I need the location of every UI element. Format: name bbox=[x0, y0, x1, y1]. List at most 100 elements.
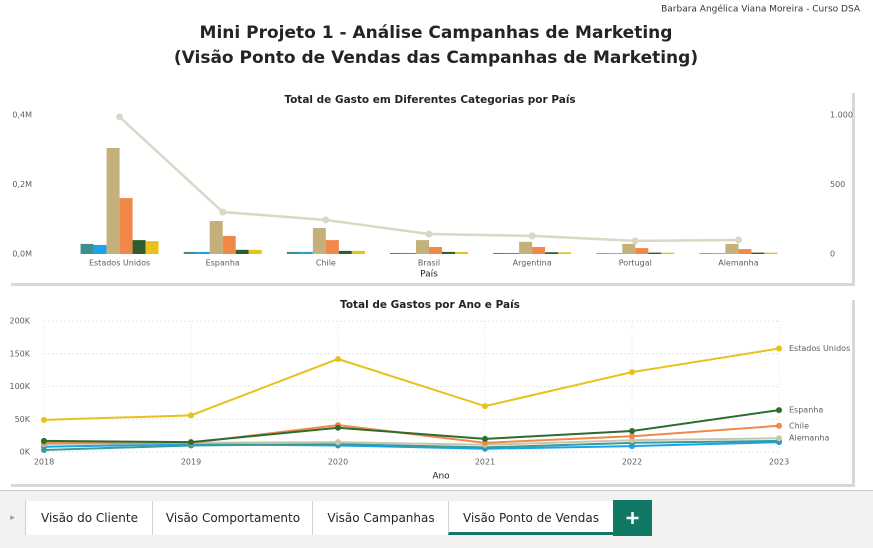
bar bbox=[429, 247, 442, 254]
bar bbox=[493, 252, 507, 254]
x-tick-label: 2021 bbox=[475, 458, 495, 467]
y2-tick-label: 1.000 bbox=[830, 111, 853, 120]
bar bbox=[390, 252, 403, 254]
point bbox=[188, 412, 194, 419]
bar bbox=[183, 251, 197, 254]
point bbox=[776, 435, 782, 442]
bar bbox=[235, 249, 249, 254]
x-tick-label: Estados Unidos bbox=[89, 259, 150, 268]
bar bbox=[119, 198, 133, 254]
tab-bar: ▸ Visão do Cliente Visão Comportamento V… bbox=[0, 490, 873, 548]
tab[interactable]: Visão Ponto de Vendas bbox=[448, 501, 613, 535]
bar bbox=[106, 148, 120, 254]
bar bbox=[751, 252, 765, 254]
bar bbox=[609, 253, 623, 254]
point bbox=[335, 439, 341, 446]
y-tick-label: 100K bbox=[9, 382, 30, 391]
x-tick-label: Brasil bbox=[418, 259, 440, 268]
bar bbox=[545, 252, 559, 254]
series-label: Chile bbox=[789, 421, 809, 430]
bar bbox=[519, 241, 533, 254]
series-label: Espanha bbox=[789, 406, 823, 415]
axis-title: País bbox=[420, 270, 438, 280]
chart-title: Total de Gasto em Diferentes Categorias … bbox=[284, 94, 575, 106]
point bbox=[776, 407, 782, 414]
x-tick-label: 2018 bbox=[34, 458, 54, 467]
y2-tick-label: 500 bbox=[830, 180, 845, 189]
point bbox=[629, 369, 635, 376]
bar bbox=[506, 252, 520, 254]
y-tick-label: 0,4M bbox=[12, 111, 32, 120]
series-label: Alemanha bbox=[789, 434, 829, 443]
chart-title: Total de Gastos por Ano e País bbox=[340, 299, 520, 311]
y-tick-label: 150K bbox=[9, 349, 30, 358]
bar bbox=[416, 240, 429, 254]
report-canvas: Barbara Angélica Viana Moreira - Curso D… bbox=[8, 4, 861, 487]
point bbox=[425, 230, 433, 238]
point bbox=[41, 437, 47, 444]
point bbox=[482, 435, 488, 442]
line bbox=[43, 409, 780, 444]
point bbox=[776, 345, 782, 352]
bar bbox=[338, 250, 352, 254]
bar bbox=[738, 249, 752, 254]
axis-title: Ano bbox=[432, 472, 450, 482]
point bbox=[41, 416, 47, 423]
bar bbox=[93, 244, 107, 254]
title: Mini Projeto 1 - Análise Campanhas de Ma… bbox=[200, 23, 673, 43]
bar bbox=[299, 251, 313, 254]
point bbox=[629, 428, 635, 435]
point bbox=[734, 236, 742, 244]
bar bbox=[312, 227, 326, 254]
point bbox=[631, 237, 639, 245]
bar bbox=[209, 220, 223, 254]
line bbox=[43, 347, 780, 421]
x-tick-label: 2019 bbox=[181, 458, 201, 467]
y-tick-label: 50K bbox=[15, 415, 31, 424]
bar bbox=[699, 253, 713, 254]
point bbox=[629, 433, 635, 440]
bar bbox=[196, 251, 210, 254]
x-tick-label: Portugal bbox=[619, 259, 652, 268]
x-tick-label: Chile bbox=[316, 259, 336, 268]
card bbox=[8, 90, 852, 283]
point bbox=[41, 447, 47, 454]
bar bbox=[80, 243, 94, 254]
x-tick-label: Argentina bbox=[513, 259, 552, 268]
scroll-arrow[interactable]: ▸ bbox=[0, 501, 25, 535]
point bbox=[219, 208, 227, 216]
bar bbox=[403, 252, 416, 254]
bar bbox=[764, 252, 778, 254]
bar bbox=[725, 243, 739, 254]
bar bbox=[351, 250, 365, 254]
bar bbox=[132, 240, 146, 254]
tab[interactable]: Visão Comportamento bbox=[152, 501, 313, 535]
point bbox=[335, 424, 341, 431]
y-tick-label: 0K bbox=[20, 448, 31, 457]
bar bbox=[661, 252, 675, 254]
bar bbox=[596, 253, 610, 254]
bar bbox=[648, 252, 662, 254]
line bbox=[43, 441, 780, 450]
point bbox=[116, 113, 124, 121]
x-tick-label: 2023 bbox=[769, 458, 789, 467]
point bbox=[776, 422, 782, 429]
bar bbox=[145, 241, 159, 254]
card bbox=[8, 297, 852, 484]
y-tick-label: 0,2M bbox=[12, 180, 32, 189]
point bbox=[322, 216, 330, 224]
x-tick-label: Alemanha bbox=[718, 259, 758, 268]
bar bbox=[286, 251, 300, 254]
y-tick-label: 200K bbox=[9, 317, 30, 326]
tab[interactable]: Visão Campanhas bbox=[312, 501, 449, 535]
series-label: Estados Unidos bbox=[789, 344, 850, 353]
author: Barbara Angélica Viana Moreira - Curso D… bbox=[661, 4, 861, 15]
add-tab-button[interactable] bbox=[613, 500, 652, 536]
x-tick-label: 2020 bbox=[328, 458, 348, 467]
point bbox=[188, 439, 194, 446]
bar bbox=[248, 249, 262, 254]
point bbox=[335, 355, 341, 362]
title: (Visão Ponto de Vendas das Campanhas de … bbox=[174, 48, 698, 68]
tab[interactable]: Visão do Cliente bbox=[25, 501, 153, 535]
